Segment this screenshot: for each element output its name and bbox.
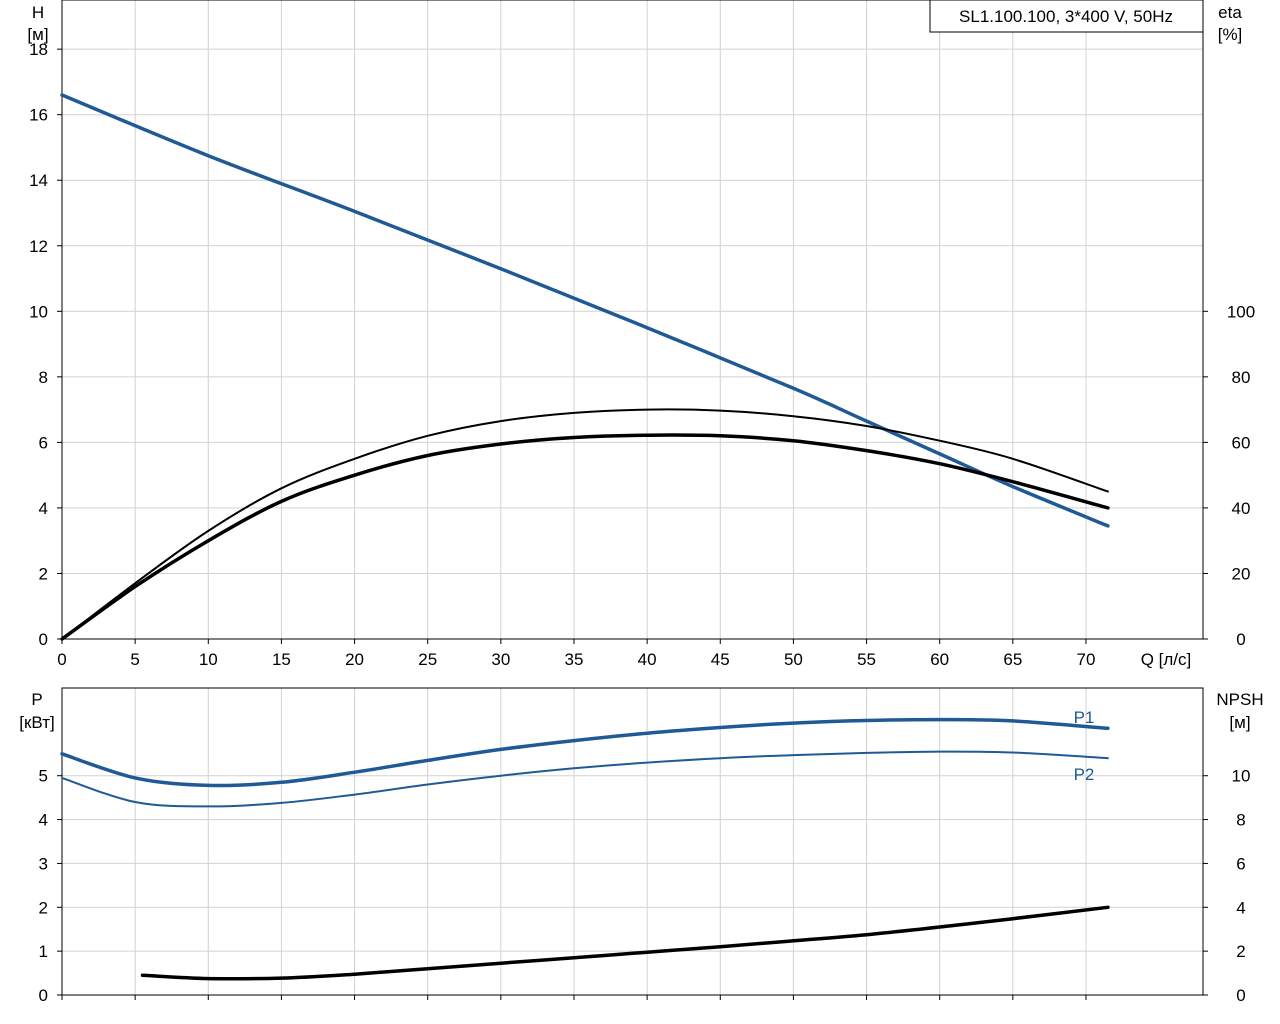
left-axis-unit: [м] xyxy=(27,25,48,44)
series-label-p1: P1 xyxy=(1074,708,1095,727)
left-tick-label: 18 xyxy=(29,40,48,59)
x-tick-label: 0 xyxy=(57,650,66,669)
series-line xyxy=(61,408,1109,640)
x-tick-label: 40 xyxy=(638,650,657,669)
chart-title: SL1.100.100, 3*400 V, 50Hz xyxy=(959,7,1173,26)
x-tick-label: 15 xyxy=(272,650,291,669)
chart-title-box xyxy=(929,0,1204,33)
left-tick-label: 10 xyxy=(29,302,48,321)
right-tick-label: 6 xyxy=(1236,854,1245,873)
x-tick-label: 35 xyxy=(565,650,584,669)
x-tick-label: 30 xyxy=(491,650,510,669)
right-tick-label: 20 xyxy=(1232,564,1251,583)
x-tick-label: 5 xyxy=(130,650,139,669)
series-line xyxy=(60,433,1110,641)
x-tick-label: 70 xyxy=(1077,650,1096,669)
plot-frame xyxy=(61,687,1204,996)
left-tick-label: 2 xyxy=(39,898,48,917)
left-axis-title: H xyxy=(32,3,44,22)
x-tick-label: 20 xyxy=(345,650,364,669)
right-tick-label: 4 xyxy=(1236,898,1245,917)
right-tick-label: 0 xyxy=(1236,986,1245,1005)
right-tick-label: 0 xyxy=(1236,630,1245,649)
right-tick-label: 2 xyxy=(1236,942,1245,961)
right-tick-label: 40 xyxy=(1232,499,1251,518)
right-tick-label: 100 xyxy=(1227,302,1255,321)
x-tick-label: 55 xyxy=(857,650,876,669)
left-tick-label: 12 xyxy=(29,237,48,256)
plot-frame xyxy=(61,0,1204,640)
right-axis-unit: [%] xyxy=(1218,25,1243,44)
left-tick-label: 6 xyxy=(39,433,48,452)
x-tick-label: 25 xyxy=(418,650,437,669)
left-tick-label: 0 xyxy=(39,986,48,1005)
right-tick-label: 8 xyxy=(1236,811,1245,830)
right-axis-title: NPSH xyxy=(1216,690,1263,709)
left-tick-label: 16 xyxy=(29,106,48,125)
x-axis-title: Q [л/с] xyxy=(1141,650,1192,669)
left-axis-unit: [кВт] xyxy=(19,713,54,732)
right-axis-title: eta xyxy=(1218,3,1242,22)
series-line-p2 xyxy=(61,750,1109,808)
x-tick-label: 65 xyxy=(1003,650,1022,669)
head-efficiency-panel: 0 2 4 6 8 10 12 14 16 18 0 20 40 60 80 100 0 5 10 15 20 25 30 3… xyxy=(27,0,1255,669)
power-npsh-panel: 0 1 2 3 4 5 0 2 4 6 8 10 P [кВт] NPSH [м] P1 P2 xyxy=(19,687,1264,1005)
right-tick-label: 80 xyxy=(1232,368,1251,387)
x-tick-label: 10 xyxy=(199,650,218,669)
series-line xyxy=(140,905,1110,981)
series-line xyxy=(60,93,1110,528)
series-label-p2: P2 xyxy=(1074,765,1095,784)
series-line-p1 xyxy=(60,717,1110,788)
left-axis-title: P xyxy=(31,690,42,709)
x-tick-label: 50 xyxy=(784,650,803,669)
right-tick-label: 60 xyxy=(1232,433,1251,452)
left-tick-label: 5 xyxy=(39,767,48,786)
x-tick-label: 45 xyxy=(711,650,730,669)
x-tick-label: 60 xyxy=(930,650,949,669)
left-tick-label: 3 xyxy=(39,854,48,873)
left-tick-label: 4 xyxy=(39,499,48,518)
right-tick-label: 10 xyxy=(1232,767,1251,786)
left-tick-label: 4 xyxy=(39,811,48,830)
left-tick-label: 2 xyxy=(39,564,48,583)
right-axis-unit: [м] xyxy=(1229,713,1250,732)
left-tick-label: 8 xyxy=(39,368,48,387)
left-tick-label: 0 xyxy=(39,630,48,649)
left-tick-label: 14 xyxy=(29,171,48,190)
left-tick-label: 1 xyxy=(39,942,48,961)
